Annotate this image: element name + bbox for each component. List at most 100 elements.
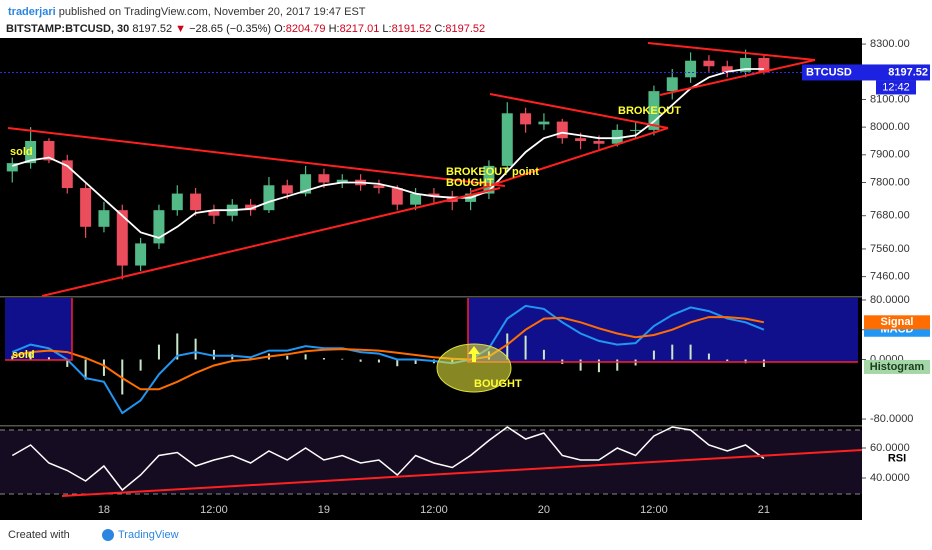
footer-bar	[0, 520, 932, 550]
line	[11, 304, 765, 415]
arrow: ▼	[175, 23, 186, 35]
user[interactable]: traderjari	[8, 6, 56, 18]
candle-body	[483, 165, 495, 194]
candle-body	[153, 210, 165, 244]
footer-brand[interactable]: TradingView	[118, 529, 179, 541]
line	[12, 316, 765, 391]
histogram-bar	[726, 359, 729, 361]
histogram-bar	[47, 357, 50, 360]
histogram-bar	[597, 359, 600, 373]
candle-body	[245, 204, 257, 211]
label-text: 8197.52	[888, 66, 928, 78]
x-tick-label: 12:00	[200, 504, 228, 516]
histogram-bar	[689, 344, 692, 360]
countdown-box	[876, 80, 916, 95]
histogram-bar	[341, 358, 344, 360]
trend-line	[469, 127, 669, 193]
line	[12, 68, 764, 239]
annotation: sold	[12, 349, 35, 361]
candle-body	[6, 163, 18, 172]
y-tick-label: 40.0000	[870, 472, 910, 484]
histogram-bar	[29, 352, 32, 360]
series-label: Histogram	[864, 359, 930, 374]
candle-body	[336, 179, 348, 183]
y-tick-label: 7680.00	[870, 210, 910, 222]
change: −28.65 (−0.35%)	[189, 23, 271, 35]
x-tick-label: 20	[538, 504, 550, 516]
line	[11, 426, 765, 492]
x-tick-label: 18	[98, 504, 110, 516]
label-box	[864, 315, 930, 330]
candle-body	[648, 91, 660, 130]
annotation: BROKEOUT	[618, 105, 681, 117]
histogram-bar	[414, 359, 417, 364]
countdown: 12:42	[882, 81, 910, 93]
region-border	[5, 298, 73, 361]
footer-text: Created with	[8, 529, 70, 541]
ohlc-value: 8191.52	[392, 23, 432, 35]
x-tick-label: 12:00	[640, 504, 668, 516]
histogram-bar	[139, 359, 142, 371]
symbol-line: BITSTAMP:BTCUSD, 30 8197.52 ▼ −28.65 (−0…	[6, 23, 485, 35]
pane-separator	[0, 425, 862, 427]
histogram-bar	[377, 359, 380, 363]
candle-body	[538, 121, 550, 125]
candle-body	[135, 243, 147, 266]
label-text: Histogram	[870, 361, 925, 373]
candle-body	[208, 210, 220, 216]
label-box	[864, 451, 930, 466]
ohlc-value: 8197.52	[445, 23, 485, 35]
x-tick-label: 12:00	[420, 504, 448, 516]
candle-body	[556, 121, 568, 139]
y-tick-label: 8300.00	[870, 38, 910, 50]
label-box	[864, 359, 930, 374]
candle-body	[685, 60, 697, 78]
y-tick-label: 7900.00	[870, 149, 910, 161]
trend-line	[489, 93, 669, 129]
candle-body	[721, 66, 733, 72]
candle-body	[116, 210, 128, 266]
candle-body	[80, 188, 92, 227]
candle-body	[575, 138, 587, 141]
trend-line	[41, 187, 501, 297]
candle-body	[501, 113, 513, 166]
y-tick-label: 7560.00	[870, 243, 910, 255]
histogram-bar	[157, 344, 160, 360]
trend-line	[647, 42, 816, 61]
pane-separator	[0, 296, 862, 298]
symbol: BITSTAMP:BTCUSD, 30	[6, 23, 129, 35]
histogram-bar	[616, 359, 619, 371]
trend-line	[659, 59, 816, 96]
histogram-bar	[231, 354, 234, 360]
histogram-bar	[707, 353, 710, 360]
histogram-bar	[249, 357, 252, 360]
candle-body	[666, 77, 678, 92]
histogram-bar	[359, 359, 362, 362]
trend-line	[7, 127, 506, 187]
y-tick-label: 7460.00	[870, 271, 910, 283]
candle-body	[98, 210, 110, 227]
candle-body	[630, 129, 642, 131]
candle-body	[171, 193, 183, 211]
histogram-bar	[194, 338, 197, 360]
ohlc-label: O:	[274, 23, 286, 35]
histogram-bar	[176, 333, 179, 360]
candle-body	[703, 60, 715, 67]
candle-body	[740, 57, 752, 72]
histogram-bar	[286, 355, 289, 360]
candle-body	[300, 174, 312, 194]
label-text: RSI	[888, 452, 906, 464]
histogram-bar	[542, 349, 545, 360]
ohlc-value: 8204.79	[286, 23, 326, 35]
label-text: Signal	[880, 316, 913, 328]
histogram-bar	[579, 359, 582, 371]
ohlc-label: C:	[434, 23, 445, 35]
highlight-region	[468, 298, 858, 362]
last-price-label: BTCUSD 8197.52	[802, 64, 930, 81]
histogram-bar	[524, 335, 527, 360]
histogram-bar	[322, 358, 325, 360]
annotation: BOUGHT	[446, 177, 494, 189]
histogram-bar	[671, 344, 674, 360]
candle-body	[190, 193, 202, 211]
